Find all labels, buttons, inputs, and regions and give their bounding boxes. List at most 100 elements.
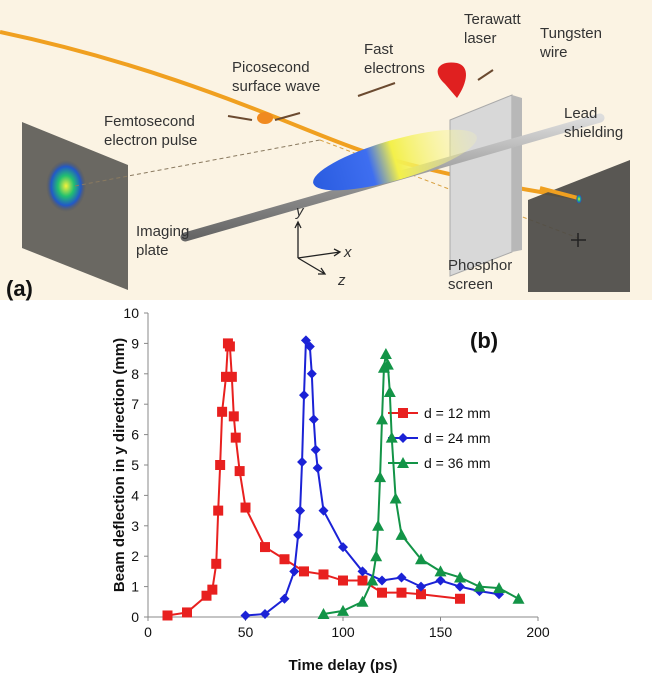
marker	[304, 341, 315, 352]
marker	[416, 581, 426, 592]
marker	[455, 581, 465, 592]
marker	[366, 574, 379, 586]
marker	[372, 519, 385, 531]
marker	[377, 587, 387, 598]
axis-label: x	[343, 244, 352, 261]
marker	[473, 580, 486, 592]
x-tick-label: 150	[429, 624, 453, 640]
marker	[383, 386, 396, 398]
marker	[279, 554, 290, 565]
lead-shielding	[449, 94, 513, 277]
electron-beam	[539, 186, 579, 200]
marker	[299, 390, 309, 401]
diagram-label: plate	[136, 242, 169, 259]
marker	[395, 528, 408, 540]
legend-marker	[398, 433, 408, 443]
arrows	[227, 69, 494, 121]
lead-shielding-side	[512, 95, 522, 252]
image-spot	[46, 160, 86, 212]
marker	[260, 542, 270, 553]
marker	[306, 368, 317, 379]
diagram-label: Fast	[364, 41, 394, 58]
diagram-label: electron pulse	[104, 132, 197, 149]
x-tick-label: 200	[526, 624, 550, 640]
marker	[234, 466, 245, 477]
marker	[385, 431, 398, 443]
marker	[295, 505, 306, 516]
marker	[455, 593, 465, 604]
marker	[312, 463, 323, 474]
marker	[493, 582, 505, 594]
marker	[299, 566, 309, 577]
diagram-label: Phosphor	[448, 257, 512, 274]
diagram: y x z (a)	[0, 0, 652, 301]
panel-label: (b)	[470, 328, 498, 353]
marker	[389, 492, 402, 504]
diagram-labels: Femtosecond electron pulse Picosecond surfa…	[104, 11, 623, 293]
marker	[338, 542, 348, 553]
series-line	[323, 353, 519, 615]
y-tick-label: 9	[131, 335, 139, 351]
reference-cross	[571, 233, 586, 247]
diagram-label: surface wave	[232, 78, 320, 95]
marker	[370, 550, 383, 562]
marker	[211, 558, 222, 569]
diagram-label: Imaging	[136, 223, 189, 240]
diagram-label: Femtosecond	[104, 113, 195, 130]
marker	[228, 411, 239, 422]
axis-label: y	[295, 203, 305, 220]
marker	[293, 529, 304, 540]
y-tick-label: 1	[131, 579, 139, 595]
surface-wave	[313, 129, 477, 191]
marker	[374, 471, 387, 483]
marker	[338, 575, 348, 586]
x-tick-label: 50	[238, 624, 254, 640]
series-line	[167, 340, 461, 617]
diagram-label: Terawatt	[464, 11, 522, 28]
marker	[215, 460, 226, 470]
y-tick-label: 4	[131, 487, 139, 503]
marker	[435, 575, 446, 586]
marker	[308, 414, 319, 425]
marker	[357, 566, 368, 577]
coordinate-axes	[294, 220, 342, 275]
panel-label: (a)	[6, 276, 33, 301]
y-tick-label: 5	[131, 457, 139, 473]
legend-label: d = 12 mm	[424, 405, 491, 421]
marker	[310, 444, 321, 455]
y-tick-label: 3	[131, 518, 139, 534]
marker	[226, 371, 237, 382]
laser-pulse	[437, 62, 467, 98]
marker	[318, 569, 329, 580]
marker	[512, 592, 525, 604]
diagram-label: screen	[448, 276, 493, 293]
marker	[337, 604, 349, 616]
marker	[289, 566, 300, 577]
legend-marker	[398, 408, 408, 418]
marker	[379, 348, 392, 360]
diagram-label: Tungsten	[540, 25, 602, 42]
diagram-label: laser	[464, 30, 497, 47]
marker	[260, 608, 270, 619]
marker	[396, 587, 407, 598]
marker	[317, 607, 330, 619]
marker	[207, 584, 218, 595]
y-tick-label: 6	[131, 427, 139, 443]
marker	[221, 371, 231, 382]
y-tick-label: 10	[123, 305, 139, 321]
x-tick-label: 0	[144, 624, 152, 640]
y-tick-label: 8	[131, 366, 139, 382]
electron-pulse	[257, 112, 273, 124]
marker	[224, 341, 235, 352]
x-axis-title: Time delay (ps)	[289, 657, 398, 674]
marker	[240, 610, 251, 621]
y-tick-label: 7	[131, 396, 139, 412]
screen-spot	[576, 194, 582, 204]
marker	[381, 358, 394, 370]
marker	[357, 575, 368, 586]
marker	[454, 571, 466, 583]
marker	[377, 575, 387, 586]
marker	[201, 590, 212, 601]
marker	[416, 589, 426, 600]
